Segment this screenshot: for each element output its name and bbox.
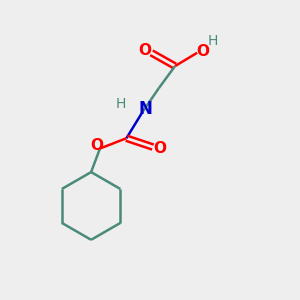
Text: N: N [138,100,152,118]
Text: H: H [208,34,218,48]
Text: O: O [153,141,166,156]
Text: O: O [90,138,103,153]
Text: H: H [116,98,126,111]
Text: O: O [196,44,209,59]
Text: O: O [139,43,152,58]
